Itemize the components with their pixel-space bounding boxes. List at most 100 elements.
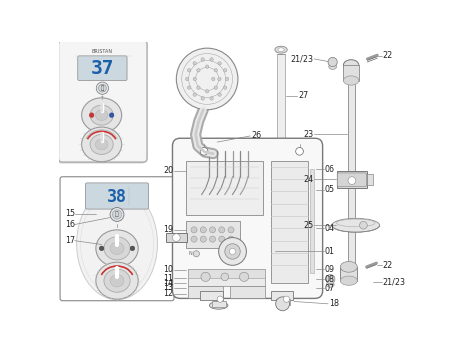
- Ellipse shape: [77, 188, 158, 300]
- Bar: [188, 269, 265, 286]
- Circle shape: [209, 236, 216, 242]
- Circle shape: [219, 227, 225, 233]
- Bar: [186, 220, 240, 247]
- Text: 38: 38: [107, 188, 127, 206]
- Circle shape: [228, 227, 234, 233]
- Circle shape: [197, 86, 200, 89]
- Bar: [188, 286, 223, 298]
- FancyBboxPatch shape: [59, 41, 147, 162]
- Circle shape: [221, 273, 229, 281]
- Circle shape: [359, 222, 367, 229]
- FancyBboxPatch shape: [60, 177, 174, 301]
- Circle shape: [201, 58, 204, 61]
- Ellipse shape: [278, 48, 284, 51]
- Circle shape: [348, 177, 356, 184]
- Text: 14: 14: [163, 279, 173, 287]
- Circle shape: [218, 77, 221, 80]
- Circle shape: [193, 62, 196, 65]
- Circle shape: [212, 77, 215, 80]
- Bar: [186, 161, 263, 215]
- Text: 06: 06: [325, 164, 335, 174]
- Circle shape: [283, 296, 290, 302]
- Circle shape: [187, 69, 191, 72]
- Ellipse shape: [96, 262, 138, 299]
- Bar: [310, 169, 314, 273]
- Circle shape: [206, 90, 209, 93]
- Circle shape: [219, 236, 225, 242]
- Circle shape: [187, 86, 191, 89]
- Circle shape: [219, 238, 246, 265]
- Ellipse shape: [96, 230, 138, 267]
- Circle shape: [201, 97, 204, 100]
- Circle shape: [130, 246, 135, 251]
- Text: 26: 26: [252, 132, 262, 140]
- Ellipse shape: [82, 127, 122, 162]
- Text: 18: 18: [329, 299, 339, 308]
- FancyBboxPatch shape: [78, 56, 127, 80]
- Circle shape: [200, 236, 206, 242]
- Ellipse shape: [110, 274, 124, 287]
- Text: 12: 12: [163, 289, 173, 298]
- Text: 22: 22: [383, 261, 393, 270]
- Circle shape: [191, 236, 197, 242]
- Bar: [230, 286, 265, 298]
- Circle shape: [186, 77, 189, 80]
- Text: 23: 23: [303, 130, 313, 139]
- Circle shape: [229, 248, 236, 254]
- Text: N: N: [189, 251, 193, 256]
- Circle shape: [239, 272, 249, 281]
- Bar: [212, 301, 226, 307]
- Text: 37: 37: [91, 60, 114, 78]
- Circle shape: [193, 93, 196, 96]
- Circle shape: [99, 84, 106, 92]
- Ellipse shape: [275, 46, 287, 53]
- Circle shape: [193, 77, 197, 80]
- Bar: [366, 174, 372, 185]
- FancyBboxPatch shape: [173, 138, 323, 299]
- Ellipse shape: [340, 261, 357, 272]
- Text: 25: 25: [303, 221, 313, 230]
- Circle shape: [226, 77, 229, 80]
- Circle shape: [110, 208, 124, 222]
- Circle shape: [197, 69, 200, 72]
- Text: 01: 01: [325, 247, 335, 256]
- Text: 13: 13: [163, 283, 173, 292]
- Text: 16: 16: [65, 220, 75, 229]
- Text: 22: 22: [383, 51, 393, 60]
- Circle shape: [228, 236, 234, 242]
- FancyBboxPatch shape: [337, 173, 366, 187]
- Text: 24: 24: [303, 175, 313, 183]
- Text: 11: 11: [163, 274, 173, 283]
- Text: 09: 09: [325, 265, 335, 274]
- Bar: [344, 65, 359, 80]
- Text: 10: 10: [163, 265, 173, 274]
- Circle shape: [214, 69, 218, 72]
- Text: 04: 04: [325, 224, 335, 233]
- Ellipse shape: [329, 64, 337, 69]
- Circle shape: [206, 65, 209, 68]
- Ellipse shape: [332, 218, 379, 232]
- FancyBboxPatch shape: [57, 42, 146, 164]
- Ellipse shape: [104, 269, 130, 292]
- Text: 07: 07: [325, 284, 335, 293]
- Bar: [271, 291, 292, 300]
- Circle shape: [217, 296, 223, 302]
- Circle shape: [200, 147, 208, 155]
- Text: ⏻: ⏻: [115, 212, 119, 217]
- Ellipse shape: [326, 282, 334, 287]
- Text: BRISTAN: BRISTAN: [92, 49, 113, 54]
- Text: 08: 08: [325, 275, 335, 284]
- Circle shape: [328, 57, 337, 66]
- Circle shape: [224, 69, 227, 72]
- Text: 21/23: 21/23: [290, 55, 313, 63]
- Text: ↑: ↑: [100, 97, 105, 102]
- Circle shape: [209, 227, 216, 233]
- Ellipse shape: [95, 139, 108, 150]
- Circle shape: [218, 62, 221, 65]
- Circle shape: [96, 82, 108, 94]
- Bar: [340, 267, 357, 281]
- Ellipse shape: [104, 237, 130, 260]
- Circle shape: [296, 147, 303, 155]
- Circle shape: [89, 113, 94, 118]
- Circle shape: [224, 86, 227, 89]
